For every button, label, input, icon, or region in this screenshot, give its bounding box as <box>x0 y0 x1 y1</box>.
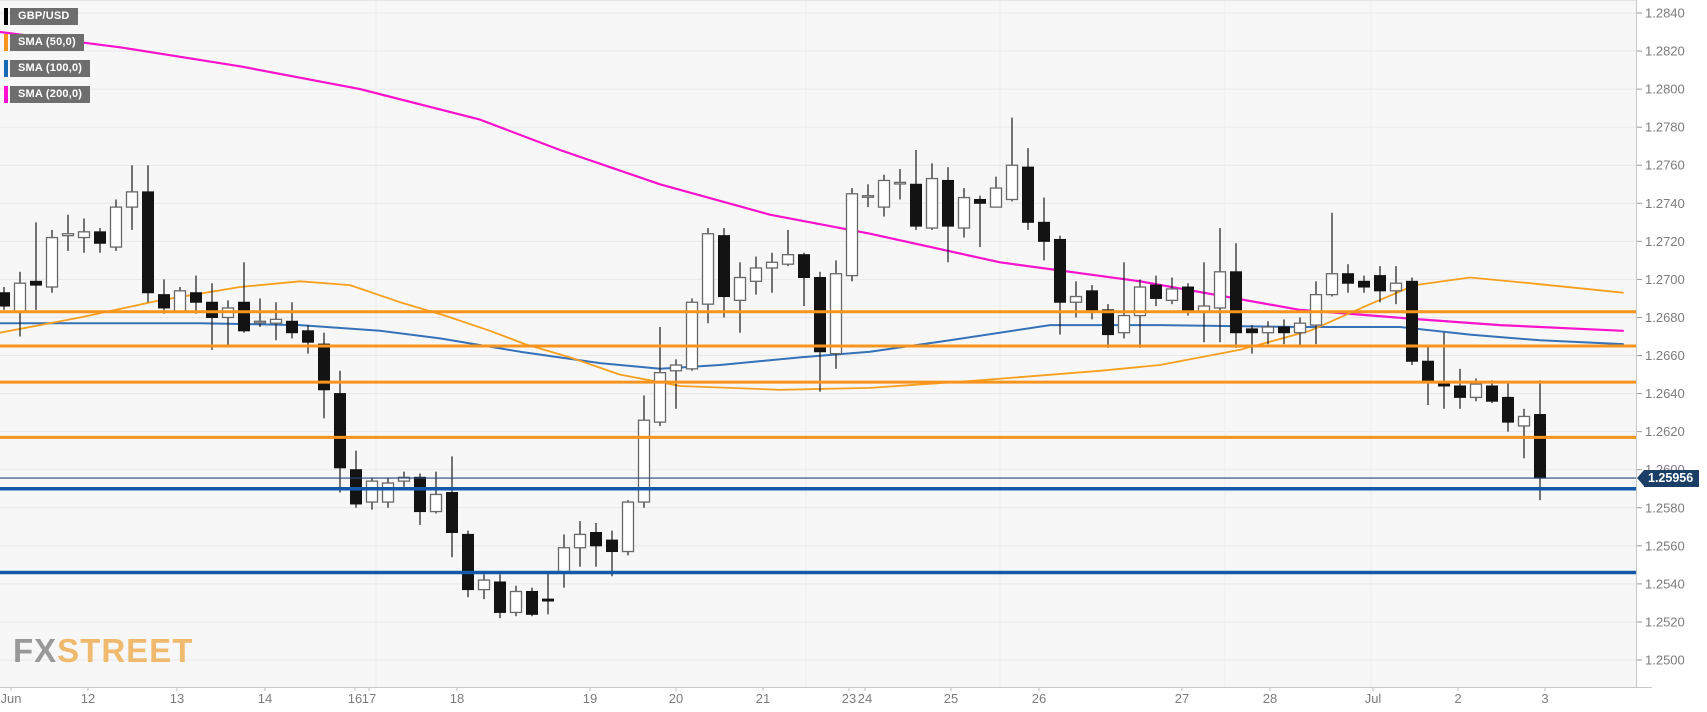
svg-text:14: 14 <box>258 691 272 706</box>
svg-text:26: 26 <box>1032 691 1046 706</box>
svg-text:1.2540: 1.2540 <box>1645 576 1685 591</box>
svg-text:1.2620: 1.2620 <box>1645 424 1685 439</box>
fxstreet-logo-street: STREET <box>57 632 194 669</box>
instrument-label: GBP/USD <box>10 8 78 25</box>
svg-text:1.2520: 1.2520 <box>1645 614 1685 629</box>
legend-item-sma200[interactable]: SMA (200,0) <box>4 86 91 103</box>
svg-text:16: 16 <box>348 691 362 706</box>
svg-text:1.2560: 1.2560 <box>1645 538 1685 553</box>
svg-text:1.2700: 1.2700 <box>1645 272 1685 287</box>
svg-text:1.2820: 1.2820 <box>1645 44 1685 59</box>
svg-text:24: 24 <box>858 691 872 706</box>
fxstreet-logo: FXSTREET <box>13 632 193 670</box>
sma100-color-swatch <box>4 60 8 77</box>
svg-text:12: 12 <box>81 691 95 706</box>
svg-text:1.2760: 1.2760 <box>1645 158 1685 173</box>
svg-text:1.2780: 1.2780 <box>1645 120 1685 135</box>
svg-text:Jun: Jun <box>1 691 22 706</box>
legend-item-sma50[interactable]: SMA (50,0) <box>4 34 90 51</box>
svg-text:19: 19 <box>583 691 597 706</box>
svg-text:17: 17 <box>362 691 376 706</box>
svg-text:1.2660: 1.2660 <box>1645 348 1685 363</box>
chart-legend: GBP/USD SMA (50,0) SMA (100,0) SMA (200,… <box>4 8 91 112</box>
svg-text:1.2740: 1.2740 <box>1645 196 1685 211</box>
svg-text:18: 18 <box>450 691 464 706</box>
svg-text:3: 3 <box>1541 691 1548 706</box>
legend-item-sma100[interactable]: SMA (100,0) <box>4 60 91 77</box>
sma200-label: SMA (200,0) <box>10 86 91 103</box>
svg-text:23: 23 <box>842 691 856 706</box>
svg-text:1.2580: 1.2580 <box>1645 500 1685 515</box>
svg-text:1.2800: 1.2800 <box>1645 82 1685 97</box>
svg-text:1.2840: 1.2840 <box>1645 6 1685 21</box>
fxstreet-logo-fx: FX <box>13 632 58 669</box>
svg-text:2: 2 <box>1454 691 1461 706</box>
sma200-color-swatch <box>4 86 8 103</box>
current-price-label: 1.25956 <box>1637 469 1700 487</box>
svg-text:1.2680: 1.2680 <box>1645 310 1685 325</box>
svg-text:28: 28 <box>1263 691 1277 706</box>
svg-text:27: 27 <box>1175 691 1189 706</box>
sma100-label: SMA (100,0) <box>10 60 91 77</box>
svg-text:20: 20 <box>669 691 683 706</box>
svg-text:Jul: Jul <box>1365 691 1382 706</box>
svg-text:13: 13 <box>170 691 184 706</box>
sma50-label: SMA (50,0) <box>10 34 84 51</box>
instrument-color-swatch <box>4 8 8 25</box>
legend-item-instrument[interactable]: GBP/USD <box>4 8 90 25</box>
svg-text:1.2500: 1.2500 <box>1645 653 1685 668</box>
price-label-value: 1.25956 <box>1644 469 1700 487</box>
sma50-color-swatch <box>4 34 8 51</box>
svg-text:1.2720: 1.2720 <box>1645 234 1685 249</box>
price-label-arrow-icon <box>1637 470 1644 487</box>
svg-text:25: 25 <box>944 691 958 706</box>
svg-text:21: 21 <box>756 691 770 706</box>
svg-text:1.2640: 1.2640 <box>1645 386 1685 401</box>
